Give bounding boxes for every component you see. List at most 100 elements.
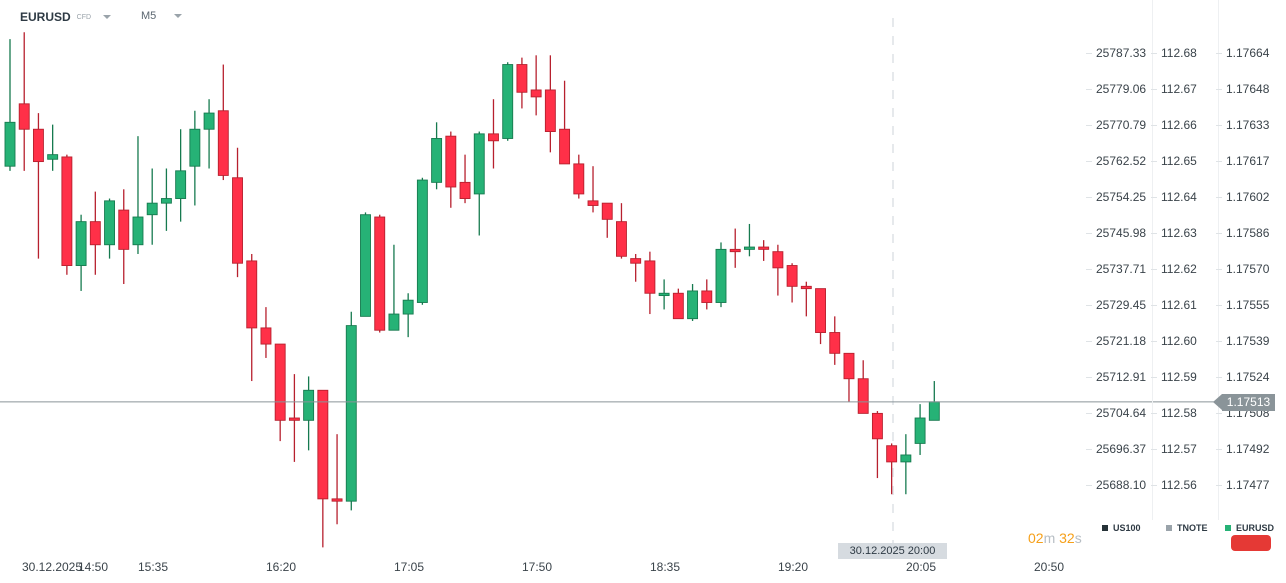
candle <box>4 39 16 171</box>
candle-body <box>886 445 898 463</box>
axis-label-us100: 25745.98 <box>1096 226 1147 240</box>
countdown-minutes: 02 <box>1028 530 1044 546</box>
candle <box>843 352 855 402</box>
axis-tick <box>1216 305 1222 306</box>
candle-body <box>616 221 627 257</box>
candle <box>871 411 883 479</box>
axis-tick <box>1216 233 1222 234</box>
candle <box>743 223 755 257</box>
axis-label-us100: 25712.91 <box>1096 370 1147 384</box>
legend-us100[interactable]: US100 <box>1102 523 1141 533</box>
axis-tick <box>1086 341 1092 342</box>
candle-body <box>374 216 386 331</box>
axis-label-tnote: 112.61 <box>1161 298 1197 312</box>
candle-body <box>559 128 571 165</box>
candle-body <box>260 327 272 345</box>
axis-label-eurusd: 1.17477 <box>1226 478 1270 492</box>
candle-body <box>672 292 684 320</box>
axis-label-us100: 25737.71 <box>1096 262 1147 276</box>
axis-label-eurusd: 1.17555 <box>1226 298 1270 312</box>
candle <box>32 113 44 259</box>
candle-body <box>900 454 912 463</box>
axis-tick <box>1216 197 1222 198</box>
candle-body <box>75 221 87 266</box>
time-axis-label: 20:05 <box>905 560 937 574</box>
candle-body <box>246 260 258 329</box>
axis-label-us100: 25762.52 <box>1096 154 1147 168</box>
axis-tick <box>1086 89 1092 90</box>
timeframe-label: M5 <box>141 10 157 22</box>
candle <box>701 279 713 310</box>
axis-label-eurusd: 1.17492 <box>1226 442 1270 456</box>
candle <box>189 110 201 206</box>
axis-tick <box>1216 161 1222 162</box>
countdown-min-unit: m <box>1043 530 1056 546</box>
candle <box>729 228 741 268</box>
symbol-name: EURUSD <box>20 10 71 24</box>
axis-tick <box>1216 413 1222 414</box>
axis-tick <box>1151 269 1157 270</box>
axis-label-tnote: 112.58 <box>1161 406 1197 420</box>
axis-divider <box>1218 0 1219 520</box>
axis-label-tnote: 112.62 <box>1161 262 1197 276</box>
axis-label-eurusd: 1.17570 <box>1226 262 1270 276</box>
candle <box>786 263 798 303</box>
candle-body <box>758 246 770 250</box>
candle <box>47 124 59 171</box>
candle-body <box>203 112 215 130</box>
timeframe-selector[interactable]: M5 <box>141 10 183 22</box>
axis-tick <box>1216 89 1222 90</box>
candle-body <box>160 198 172 204</box>
candle-body <box>587 200 599 206</box>
axis-tick <box>1151 413 1157 414</box>
candle-body <box>89 221 101 246</box>
time-axis-label: 16:20 <box>265 560 297 574</box>
axis-label-tnote: 112.60 <box>1161 334 1197 348</box>
chevron-down-icon <box>103 15 112 19</box>
candle <box>900 434 912 495</box>
time-axis-label: 19:20 <box>777 560 809 574</box>
legend-tnote[interactable]: TNOTE <box>1166 523 1208 533</box>
axis-label-us100: 25696.37 <box>1096 442 1147 456</box>
candle-body <box>843 352 855 380</box>
candle <box>288 374 300 462</box>
candle-body <box>544 89 556 132</box>
candle-body <box>61 156 73 266</box>
candle-body <box>573 163 585 195</box>
candle <box>374 214 386 333</box>
candle <box>331 434 343 525</box>
candle-countdown: 02m 32s <box>1028 530 1082 546</box>
axis-tick <box>1086 377 1092 378</box>
axis-tick <box>1216 269 1222 270</box>
legend-eurusd[interactable]: EURUSD <box>1225 523 1274 533</box>
symbol-selector[interactable]: EURUSD CFD <box>20 10 112 24</box>
axis-tick <box>1086 233 1092 234</box>
axis-label-tnote: 112.59 <box>1161 370 1197 384</box>
candle-body <box>502 64 514 139</box>
candle <box>160 168 172 231</box>
candle-body <box>303 389 315 421</box>
axis-label-eurusd: 1.17539 <box>1226 334 1270 348</box>
candle-body <box>360 214 371 317</box>
candle-body <box>445 135 457 188</box>
candle-body <box>317 389 329 500</box>
countdown-seconds: 32 <box>1059 530 1075 546</box>
axis-tick <box>1151 449 1157 450</box>
axis-tick <box>1151 485 1157 486</box>
time-axis-label: 17:05 <box>393 560 425 574</box>
axis-divider <box>1152 0 1153 520</box>
candle <box>61 154 73 275</box>
axis-tick <box>1151 197 1157 198</box>
candle <box>232 147 243 278</box>
axis-label-eurusd: 1.17664 <box>1226 46 1270 60</box>
axis-label-eurusd: 1.17524 <box>1226 370 1270 384</box>
candle <box>402 293 414 338</box>
candle <box>800 281 812 317</box>
candle-body <box>274 343 286 421</box>
time-axis-label: 20:50 <box>1033 560 1065 574</box>
alert-button[interactable] <box>1231 535 1271 551</box>
candle-body <box>32 128 44 163</box>
axis-label-tnote: 112.66 <box>1161 118 1197 132</box>
axis-label-eurusd: 1.17633 <box>1226 118 1270 132</box>
